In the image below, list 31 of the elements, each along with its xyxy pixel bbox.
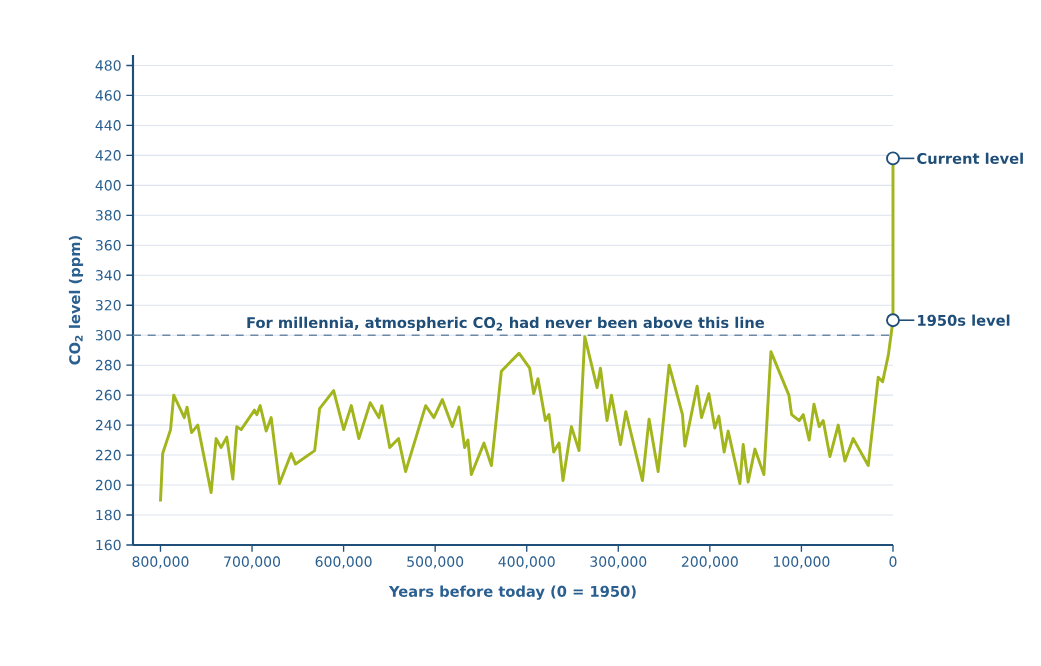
y-tick-label: 220 xyxy=(95,449,121,461)
x-tick-label: 800,000 xyxy=(132,556,189,569)
y-tick-label: 440 xyxy=(95,120,121,131)
annotation: 1950s level xyxy=(918,314,1010,326)
y-tick-label: 380 xyxy=(95,210,121,221)
y-tick-label: 300 xyxy=(95,329,121,341)
y-axis-title: CO$_{2}$ level (ppm) xyxy=(68,236,84,365)
x-axis-title: Years before today (0 = 1950) xyxy=(388,585,636,600)
y-tick-label: 260 xyxy=(95,389,121,401)
x-tick-label: 400,000 xyxy=(498,556,555,569)
x-tick-label: 300,000 xyxy=(590,556,647,569)
y-tick-label: 340 xyxy=(95,269,121,281)
y-tick-label: 200 xyxy=(95,479,121,491)
annotation: Current level xyxy=(917,152,1023,165)
y-tick-label: 240 xyxy=(95,419,121,431)
x-tick-label: 600,000 xyxy=(315,556,372,569)
x-tick-label: 100,000 xyxy=(774,556,830,569)
y-tick-label: 400 xyxy=(95,180,121,191)
x-tick-label: 0 xyxy=(889,556,897,567)
x-tick-label: 700,000 xyxy=(224,556,281,569)
x-tick-label: 500,000 xyxy=(407,556,464,569)
y-tick-label: 360 xyxy=(95,240,121,251)
y-tick-label: 320 xyxy=(95,299,121,311)
ref-line-label: For millennia, atmospheric CO$_{2}$ had never been above this line xyxy=(247,316,765,331)
y-tick-label: 460 xyxy=(95,90,121,101)
y-tick-label: 480 xyxy=(95,60,121,71)
y-tick-label: 180 xyxy=(96,509,121,521)
y-tick-label: 420 xyxy=(95,150,121,161)
y-tick-label: 160 xyxy=(96,539,121,551)
y-tick-label: 280 xyxy=(95,359,121,371)
x-tick-label: 200,000 xyxy=(681,556,738,569)
